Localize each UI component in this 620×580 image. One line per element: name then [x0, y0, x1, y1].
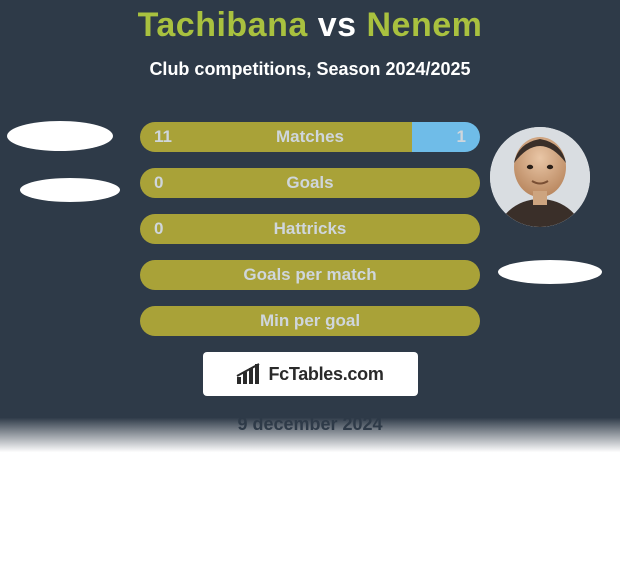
avatar-svg: [490, 127, 590, 227]
page-title: Tachibana vs Nenem: [0, 0, 620, 45]
stat-row: Goals per match: [140, 260, 480, 290]
stat-left-segment: 11: [140, 122, 412, 152]
stat-left-segment: [140, 260, 480, 290]
player-b-avatar: [490, 127, 590, 227]
content: Tachibana vs Nenem Club competitions, Se…: [0, 0, 620, 580]
stat-left-segment: [140, 306, 480, 336]
player-a-shape: [7, 121, 113, 151]
brand-badge: FcTables.com: [203, 352, 418, 396]
bars-icon: [236, 363, 264, 385]
player-a-club-shape: [20, 178, 120, 202]
stat-row: Min per goal: [140, 306, 480, 336]
stat-row: 111Matches: [140, 122, 480, 152]
title-player-a: Tachibana: [138, 6, 308, 44]
subtitle: Club competitions, Season 2024/2025: [0, 59, 620, 80]
stat-left-segment: 0: [140, 168, 480, 198]
player-b-club-shape: [498, 260, 602, 284]
brand-text: FcTables.com: [268, 364, 383, 385]
stat-row: 0Hattricks: [140, 214, 480, 244]
title-player-b: Nenem: [367, 6, 483, 44]
stat-right-segment: 1: [412, 122, 480, 152]
stat-row: 0Goals: [140, 168, 480, 198]
date-text: 9 december 2024: [0, 414, 620, 435]
stat-left-segment: 0: [140, 214, 480, 244]
title-vs: vs: [318, 6, 357, 44]
